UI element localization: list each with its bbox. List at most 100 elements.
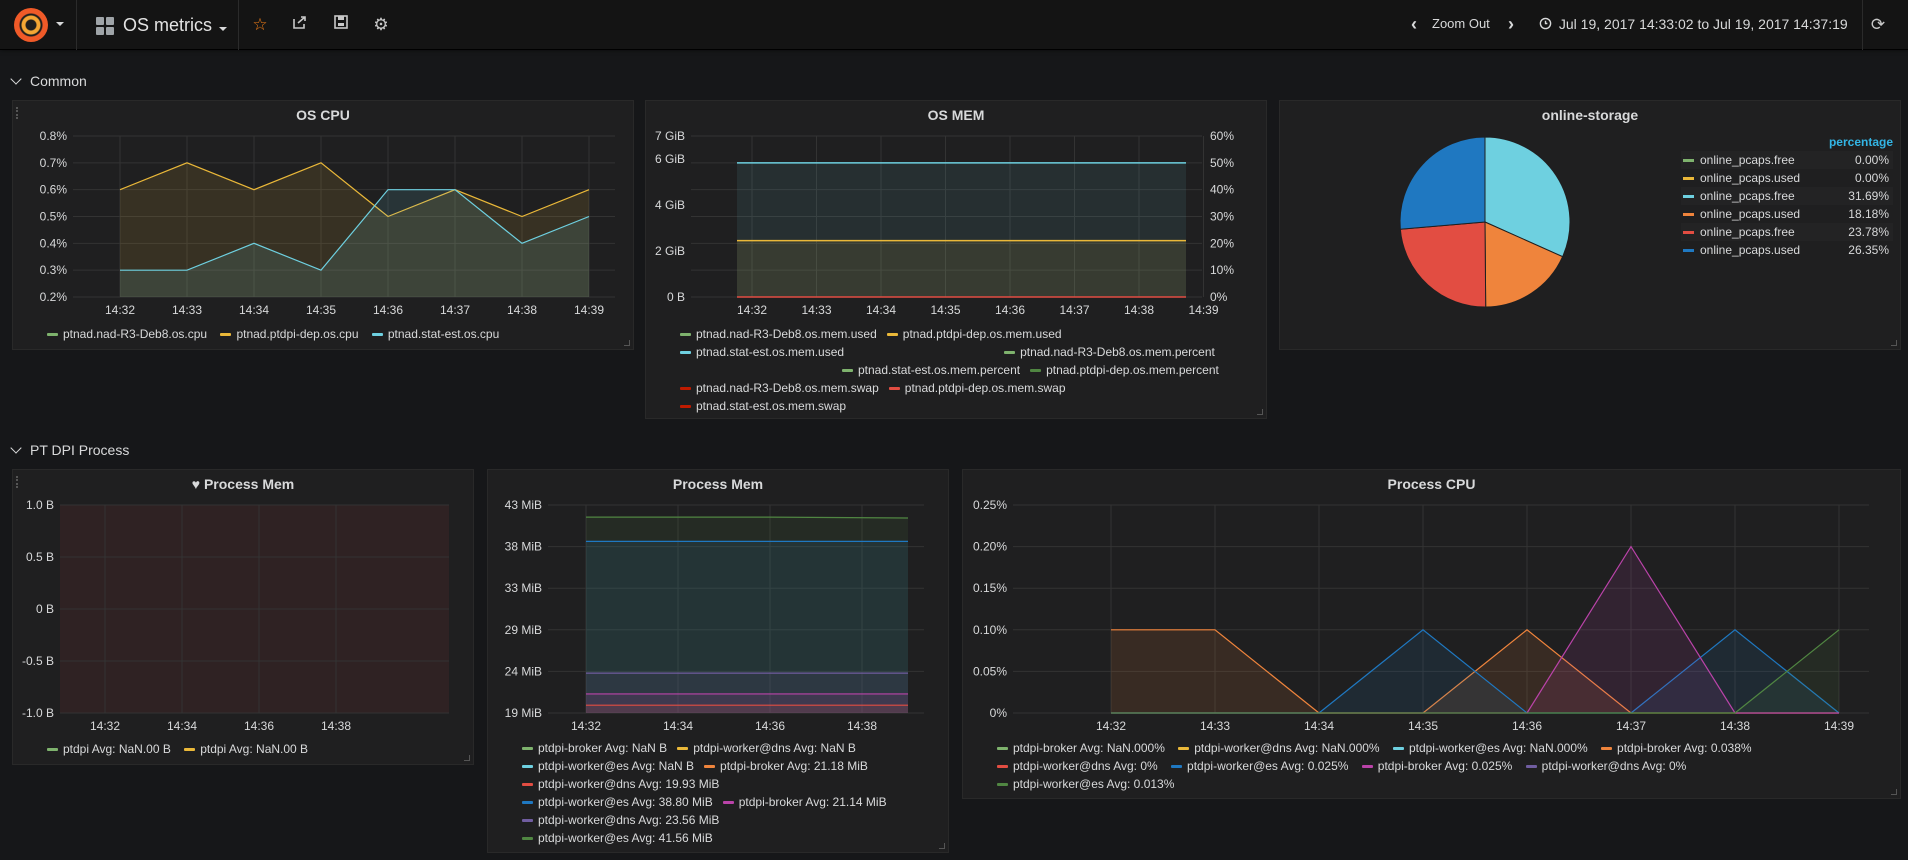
legend-item[interactable]: ptdpi-worker@es Avg: NaN.000% (1392, 739, 1588, 757)
legend-item[interactable]: ptdpi-broker Avg: NaN.000% (997, 739, 1165, 757)
legend-item[interactable]: ptdpi-broker Avg: NaN B (522, 739, 667, 757)
process-mem-1-chart: -1.0 B -0.5 B 0 B 0.5 B 1.0 B 14:32 14:34 14:36… (22, 498, 449, 733)
chevron-left-icon[interactable]: ‹ (1411, 14, 1417, 34)
resize-handle[interactable] (624, 340, 630, 346)
chevron-right-icon[interactable]: › (1508, 14, 1514, 34)
legend-item[interactable]: ptdpi-worker@es Avg: 0.013% (997, 775, 1174, 793)
legend-item[interactable]: ptdpi-worker@dns Avg: 19.93 MiB (522, 775, 719, 793)
resize-handle[interactable] (1257, 409, 1263, 415)
refresh-icon[interactable]: ⟳ (1870, 15, 1886, 34)
legend-item[interactable]: ptdpi-worker@dns Avg: NaN B (677, 739, 856, 757)
legend-item[interactable]: ptnad.stat-est.os.mem.used (680, 343, 844, 361)
online-storage-pie (1399, 136, 1571, 308)
legend-item[interactable]: ptdpi-worker@dns Avg: 0% (1525, 757, 1686, 775)
x-tick-label: 14:39 (574, 303, 604, 317)
legend-series-value: 0.00% (1854, 153, 1889, 167)
legend-item[interactable]: ptdpi-worker@dns Avg: 23.56 MiB (522, 811, 719, 829)
pie-legend-row[interactable]: online_pcaps.free 0.00% (1681, 151, 1893, 169)
legend-item[interactable]: ptnad.stat-est.os.mem.percent (842, 361, 1020, 379)
legend-item[interactable]: ptdpi-broker Avg: 21.14 MiB (722, 793, 887, 811)
chevron-down-icon[interactable] (56, 22, 64, 26)
os-mem-chart: 0 B 2 GiB 4 GiB 6 GiB 7 GiB 0% 10% 20% 30% 40% 50%… (655, 129, 1234, 317)
pie-legend-row[interactable]: online_pcaps.used 18.18% (1681, 205, 1893, 223)
legend-series-name: online_pcaps.used (1700, 171, 1801, 185)
pie-legend-row[interactable]: online_pcaps.free 23.78% (1681, 223, 1893, 241)
x-tick-label: 14:33 (172, 303, 202, 317)
legend-item[interactable]: ptnad.nad-R3-Deb8.os.mem.swap (680, 379, 879, 397)
pie-legend-row[interactable]: online_pcaps.used 0.00% (1681, 169, 1893, 187)
panel-title[interactable]: ♥ Process Mem (191, 476, 295, 492)
legend-series-value: 0.00% (1854, 171, 1889, 185)
legend-item[interactable]: ptdpi-worker@es Avg: 0.025% (1171, 757, 1348, 775)
legend-item[interactable]: ptdpi-worker@dns Avg: 0% (997, 757, 1158, 775)
y-tick-label: 0 B (667, 290, 685, 304)
legend-item[interactable]: ptnad.nad-R3-Deb8.os.mem.percent (1004, 343, 1215, 361)
row-header-pt-dpi-process[interactable]: PT DPI Process (10, 442, 129, 458)
x-tick-label: 14:36 (373, 303, 403, 317)
zoom-out-button[interactable]: Zoom Out (1432, 16, 1490, 31)
legend-item[interactable]: ptnad.ptdpi-dep.os.mem.swap (888, 379, 1066, 397)
panel-title[interactable]: online-storage (1541, 107, 1639, 123)
pie-legend-row[interactable]: online_pcaps.used 26.35% (1681, 241, 1893, 259)
legend-swatch (1683, 194, 1694, 198)
legend-item[interactable]: ptdpi-worker@es Avg: 38.80 MiB (522, 793, 713, 811)
legend-item[interactable]: ptnad.nad-R3-Deb8.os.cpu (47, 325, 207, 343)
legend-item[interactable]: ptnad.ptdpi-dep.os.mem.used (886, 325, 1062, 343)
series-area (586, 705, 908, 713)
pie-legend-row[interactable]: online_pcaps.free 31.69% (1681, 187, 1893, 205)
drag-handle-icon[interactable] (16, 107, 19, 119)
x-tick-label: 14:36 (1512, 719, 1542, 733)
legend-item[interactable]: ptdpi-worker@es Avg: NaN B (522, 757, 694, 775)
legend-item[interactable]: ptdpi-broker Avg: 0.038% (1601, 739, 1752, 757)
legend-item[interactable]: ptdpi-worker@dns Avg: NaN.000% (1178, 739, 1380, 757)
time-range-picker[interactable]: Jul 19, 2017 14:33:02 to Jul 19, 2017 14… (1539, 16, 1848, 32)
gear-icon[interactable]: ⚙ (373, 15, 389, 34)
legend-item[interactable]: ptnad.ptdpi-dep.os.mem.percent (1030, 361, 1219, 379)
dashboard-title[interactable]: OS metrics (123, 15, 213, 35)
clock-icon (1539, 17, 1552, 30)
star-icon[interactable]: ☆ (252, 15, 268, 34)
resize-handle[interactable] (939, 843, 945, 849)
legend-item[interactable]: ptnad.stat-est.os.cpu (371, 325, 499, 343)
dashboard-picker-caret-icon[interactable] (219, 27, 227, 31)
panel-title[interactable]: Process Mem (672, 476, 764, 492)
resize-handle[interactable] (1891, 340, 1897, 346)
panel-title[interactable]: OS CPU (296, 107, 350, 123)
y-tick-label: 0.15% (973, 581, 1007, 595)
panel-title[interactable]: OS MEM (927, 107, 985, 123)
os-mem-legend: ptnad.nad-R3-Deb8.os.mem.used ptnad.ptdpi… (680, 325, 1250, 415)
y2-tick-label: 60% (1210, 129, 1234, 143)
legend-item[interactable]: ptnad.stat-est.os.mem.swap (680, 397, 846, 415)
y-tick-label: 0.25% (973, 498, 1007, 512)
x-tick-label: 14:33 (1200, 719, 1230, 733)
x-tick-label: 14:37 (1059, 303, 1089, 317)
y-tick-label: 43 MiB (505, 498, 542, 512)
x-tick-label: 14:39 (1188, 303, 1218, 317)
pie-slice (1484, 136, 1571, 258)
y2-tick-label: 0% (1210, 290, 1228, 304)
y-tick-label: -1.0 B (22, 706, 54, 720)
share-icon[interactable] (288, 13, 312, 37)
y-tick-label: 0.4% (40, 236, 68, 250)
legend-item[interactable]: ptdpi-worker@es Avg: 41.56 MiB (522, 829, 713, 847)
panel-title[interactable]: Process CPU (1387, 476, 1476, 492)
resize-handle[interactable] (464, 755, 470, 761)
y-tick-label: 19 MiB (505, 706, 542, 720)
y-tick-label: 29 MiB (505, 623, 542, 637)
legend-item[interactable]: ptdpi Avg: NaN.00 B (184, 740, 308, 758)
dashboard-grid-icon (96, 17, 114, 35)
row-header-common[interactable]: Common (10, 73, 87, 89)
legend-header[interactable]: percentage (1828, 135, 1893, 149)
y-tick-label: 0.6% (40, 183, 68, 197)
grafana-logo-icon[interactable] (14, 8, 48, 42)
y-tick-label: -0.5 B (22, 654, 54, 668)
legend-item[interactable]: ptdpi-broker Avg: 21.18 MiB (704, 757, 868, 775)
legend-item[interactable]: ptdpi Avg: NaN.00 B (47, 740, 171, 758)
drag-handle-icon[interactable] (16, 476, 19, 488)
legend-item[interactable]: ptdpi-broker Avg: 0.025% (1361, 757, 1512, 775)
legend-item[interactable]: ptnad.ptdpi-dep.os.cpu (220, 325, 359, 343)
save-icon[interactable] (329, 13, 353, 37)
x-tick-label: 14:36 (755, 719, 785, 733)
resize-handle[interactable] (1891, 789, 1897, 795)
legend-item[interactable]: ptnad.nad-R3-Deb8.os.mem.used (680, 325, 877, 343)
